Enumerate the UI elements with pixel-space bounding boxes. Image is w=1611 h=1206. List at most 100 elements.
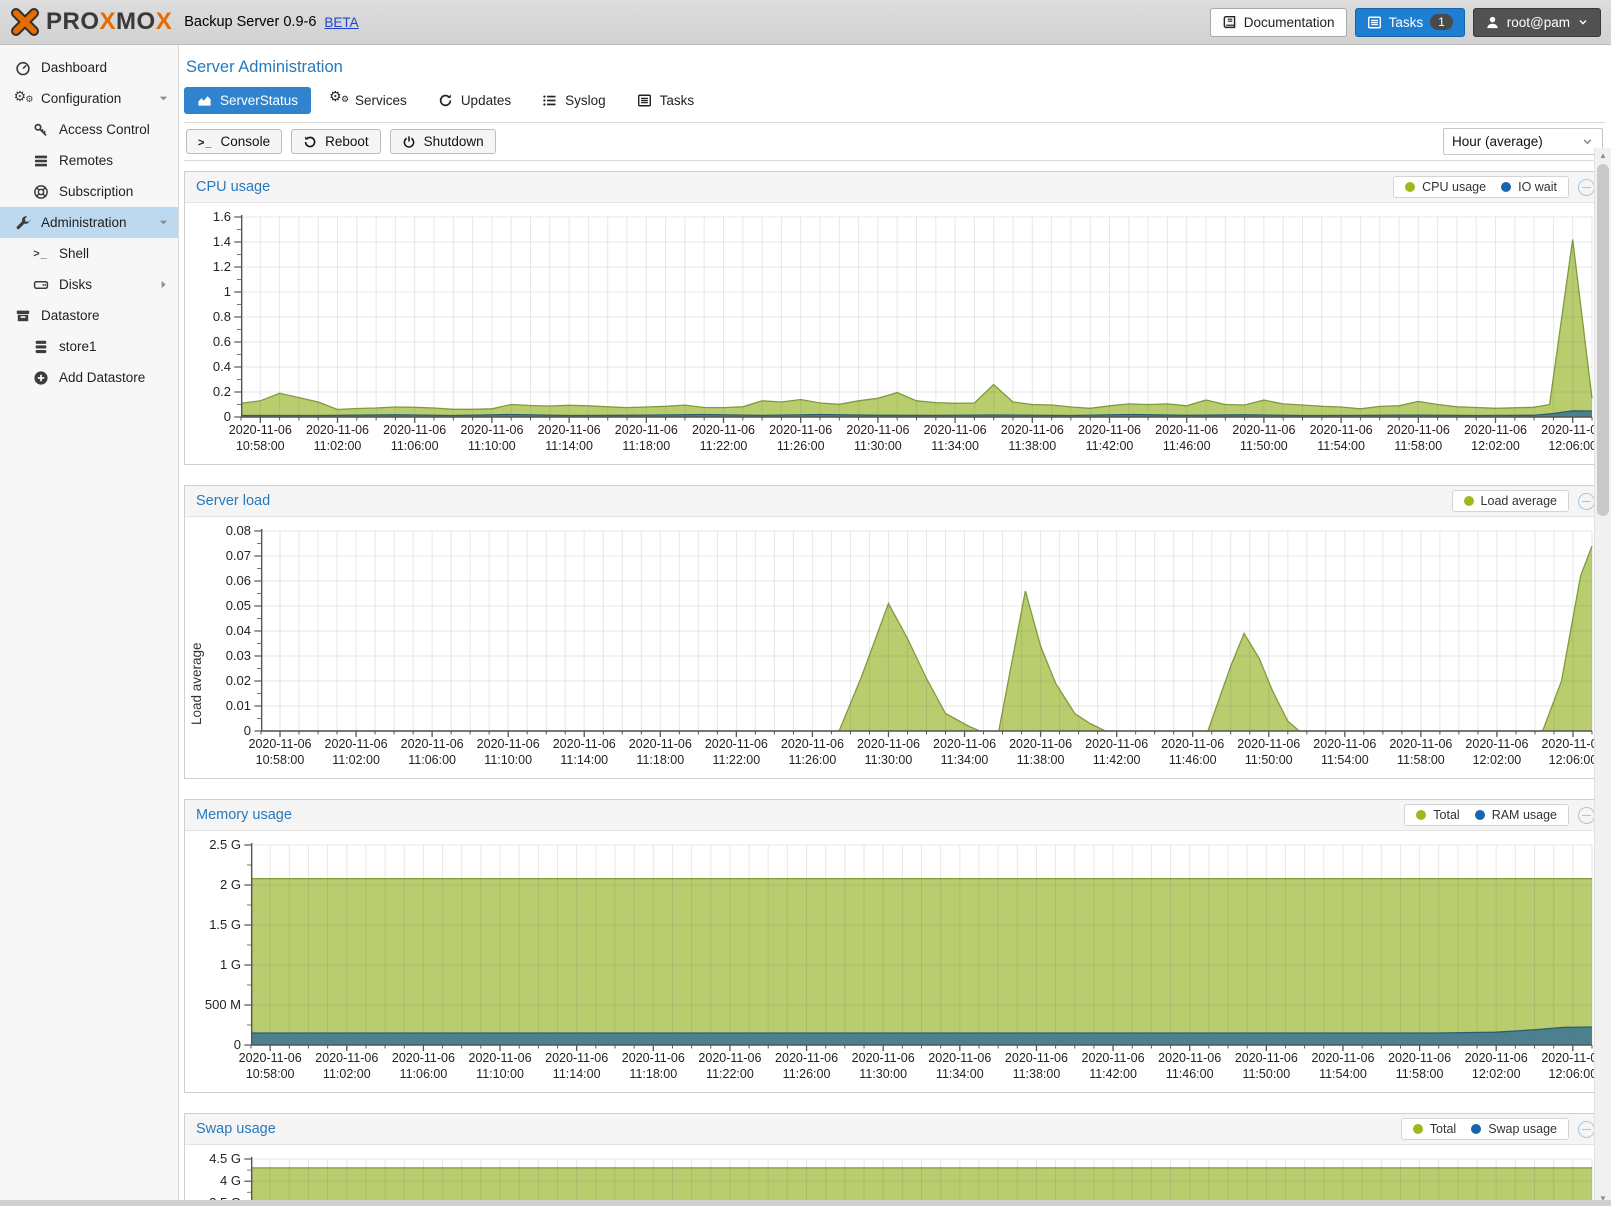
tab-label: Services [355, 93, 407, 108]
tab-tasks[interactable]: Tasks [624, 87, 708, 114]
legend-dot [1412, 1124, 1423, 1134]
shutdown-button[interactable]: Shutdown [389, 129, 496, 154]
x-tick-label: 2020-11-06 12:06:00 [1541, 423, 1605, 453]
sidebar-item-disks[interactable]: Disks [0, 269, 178, 300]
scrollbar-thumb[interactable] [1597, 164, 1609, 516]
x-tick-label: 2020-11-06 11:14:00 [545, 1051, 609, 1081]
documentation-button[interactable]: Documentation [1209, 7, 1347, 37]
sidebar-item-administration[interactable]: Administration [0, 207, 178, 238]
tab-serverstatus[interactable]: ServerStatus [184, 87, 312, 114]
caret-right-icon[interactable] [158, 279, 169, 290]
sidebar-item-remotes[interactable]: Remotes [0, 145, 178, 176]
collapse-panel-icon[interactable] [1578, 1120, 1595, 1138]
x-tick-label: 2020-11-06 11:30:00 [851, 1051, 915, 1081]
x-tick-label: 2020-11-06 11:02:00 [315, 1051, 379, 1081]
x-tick-label: 2020-11-06 11:42:00 [1085, 737, 1149, 767]
product-version: Backup Server 0.9-6 [184, 14, 317, 30]
time-range-select[interactable]: Hour (average) [1443, 128, 1603, 155]
documentation-label: Documentation [1243, 14, 1335, 30]
legend-item-load-average[interactable]: Load average [1463, 494, 1557, 508]
collapse-panel-icon[interactable] [1578, 806, 1595, 824]
y-tick-label: 0.08 [225, 523, 251, 538]
console-button[interactable]: >_ Console [186, 129, 283, 154]
panel-header: Memory usage Total RAM usage [185, 800, 1604, 831]
sidebar-item-datastore[interactable]: Datastore [0, 300, 178, 331]
collapse-panel-icon[interactable] [1578, 492, 1595, 510]
x-tick-label: 2020-11-06 12:02:00 [1464, 1051, 1528, 1081]
y-tick-label: 0.01 [225, 698, 251, 713]
x-tick-label: 2020-11-06 10:58:00 [228, 423, 292, 453]
sidebar-item-access-control[interactable]: Access Control [0, 114, 178, 145]
x-tick-label: 2020-11-06 12:02:00 [1465, 737, 1529, 767]
toolbar-button-label: Reboot [325, 134, 369, 149]
chart-server-load: 0 0.01 0.02 0.03 0.04 0.05 0.06 0.07 0.08 2020-11… [195, 523, 1604, 772]
list-alt-icon [637, 93, 652, 108]
caret-down-icon[interactable] [158, 93, 169, 104]
reboot-button[interactable]: Reboot [291, 129, 381, 154]
tasks-button[interactable]: Tasks 1 [1354, 7, 1465, 37]
chart-legend: Total Swap usage [1400, 1118, 1569, 1140]
x-tick-label: 2020-11-06 11:58:00 [1388, 1051, 1452, 1081]
sidebar-item-subscription[interactable]: Subscription [0, 176, 178, 207]
legend-item-io-wait[interactable]: IO wait [1501, 180, 1557, 194]
panel-header: CPU usage CPU usage IO wait [185, 172, 1604, 203]
y-tick-label: 1.4 [212, 234, 231, 249]
proxmox-x-icon [11, 8, 39, 36]
book-icon [1222, 15, 1237, 30]
tab-updates[interactable]: Updates [425, 87, 524, 114]
legend-label: Total [1429, 1122, 1457, 1136]
x-tick-label: 2020-11-06 11:46:00 [1158, 1051, 1222, 1081]
undo-icon [303, 135, 317, 149]
sidebar-item-configuration[interactable]: ⚙ ⚙ Configuration [0, 83, 178, 114]
legend-item-total[interactable]: Total [1416, 808, 1460, 822]
legend-dot [1405, 182, 1416, 192]
y-tick-label: 0.06 [225, 573, 251, 588]
sidebar-item-label: Access Control [59, 122, 150, 137]
x-tick-label: 2020-11-06 11:54:00 [1309, 423, 1373, 453]
sidebar-item-label: Administration [41, 215, 127, 230]
x-tick-label: 2020-11-06 11:30:00 [846, 423, 910, 453]
tasks-count-badge: 1 [1430, 14, 1453, 30]
x-tick-label: 2020-11-06 11:50:00 [1232, 423, 1296, 453]
legend-item-ram-usage[interactable]: RAM usage [1474, 808, 1557, 822]
panel-cpu-usage: CPU usage CPU usage IO wait 0 0.2 0.4 0.6 0.8 1 1… [184, 171, 1605, 465]
sidebar-item-store1[interactable]: store1 [0, 331, 178, 362]
scroll-up-arrow-icon[interactable]: ▲ [1599, 151, 1607, 160]
chart-cpu-usage: 0 0.2 0.4 0.6 0.8 1 1.2 1.4 1.6 2020-11-06 10:58:0… [195, 209, 1604, 458]
database-icon [31, 339, 50, 355]
sidebar-item-dashboard[interactable]: Dashboard [0, 52, 178, 83]
legend-dot [1501, 182, 1512, 192]
user-menu-button[interactable]: root@pam [1472, 7, 1601, 37]
scroll-down-arrow-icon[interactable]: ▼ [1599, 1194, 1607, 1203]
x-tick-label: 2020-11-06 11:38:00 [1000, 423, 1064, 453]
wordmark: PROXMOX [46, 8, 173, 35]
area-chart-icon [197, 93, 212, 108]
chart-legend: Total RAM usage [1404, 804, 1569, 826]
tab-services[interactable]: ⚙ ⚙ Services [316, 85, 420, 116]
time-range-value: Hour (average) [1452, 134, 1543, 149]
legend-item-cpu-usage[interactable]: CPU usage [1405, 180, 1486, 194]
caret-down-icon[interactable] [158, 217, 169, 228]
chart-memory-usage: 0 500 M 1 G 1.5 G 2 G 2.5 G 2020-11-06 10:58:00… [195, 837, 1604, 1086]
x-tick-label: 2020-11-06 11:50:00 [1237, 737, 1301, 767]
legend-item-swap-usage[interactable]: Swap usage [1471, 1122, 1557, 1136]
collapse-panel-icon[interactable] [1578, 178, 1595, 196]
sidebar-item-add-datastore[interactable]: Add Datastore [0, 362, 178, 393]
panel-memory-usage: Memory usage Total RAM usage 0 500 M 1 G 1.5 G… [184, 799, 1605, 1093]
legend-label: Total [1433, 808, 1460, 822]
x-tick-label: 2020-11-06 11:38:00 [1004, 1051, 1068, 1081]
y-tick-label: 500 M [204, 997, 241, 1012]
y-tick-label: 1.2 [212, 259, 231, 274]
gears-icon: ⚙ ⚙ [329, 88, 350, 104]
charts-container: CPU usage CPU usage IO wait 0 0.2 0.4 0.6 0.8 1 1… [184, 161, 1605, 1206]
tab-syslog[interactable]: Syslog [529, 87, 619, 114]
archive-icon [13, 308, 32, 324]
legend-item-total[interactable]: Total [1412, 1122, 1457, 1136]
beta-link[interactable]: BETA [324, 14, 359, 30]
x-tick-label: 2020-11-06 11:14:00 [552, 737, 616, 767]
sidebar-item-shell[interactable]: >_ Shell [0, 238, 178, 269]
x-tick-label: 2020-11-06 11:22:00 [691, 423, 756, 453]
vertical-scrollbar[interactable]: ▲ ▼ [1594, 148, 1611, 1206]
